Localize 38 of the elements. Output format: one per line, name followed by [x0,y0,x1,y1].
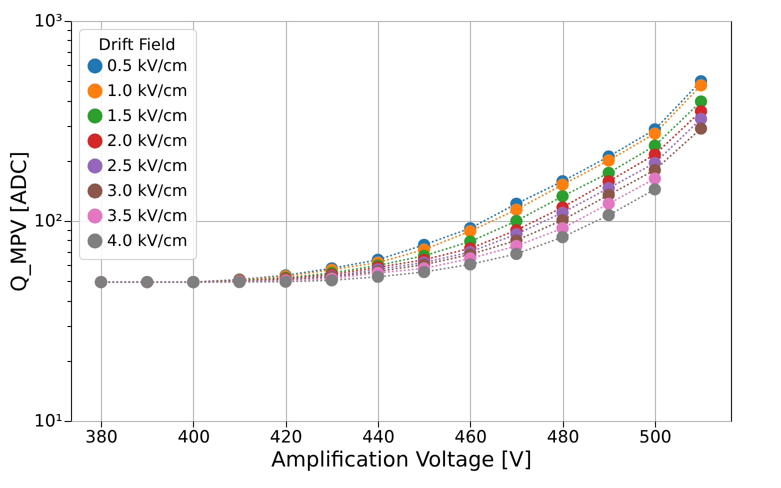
legend-label: 1.0 kV/cm [107,81,188,100]
y-tick-label: 10³ [34,12,62,32]
point [602,198,615,210]
point [418,266,430,278]
point [602,209,615,222]
legend-label: 0.5 kV/cm [107,56,188,75]
x-tick-label: 400 [178,428,210,448]
point [372,270,384,283]
x-tick-label: 460 [454,428,487,448]
y-axis-title: Q_MPV [ADC] [7,151,32,292]
point [464,258,476,270]
x-tick-label: 380 [85,428,118,448]
legend-label: 2.5 kV/cm [107,156,188,175]
legend-label: 3.0 kV/cm [107,181,188,200]
legend-label: 3.5 kV/cm [107,206,188,225]
legend-title: Drift Field [98,35,176,54]
x-tick-label: 420 [270,428,302,448]
legend-label: 1.5 kV/cm [107,106,188,125]
legend-label: 4.0 kV/cm [107,231,188,250]
x-tick-label: 440 [362,428,395,448]
point [556,190,569,202]
point [602,154,615,166]
point [648,127,661,140]
x-tick-label: 500 [639,428,672,448]
legend-label: 2.0 kV/cm [107,131,188,150]
point [464,225,476,238]
point [510,204,523,216]
x-axis-title: Amplification Voltage [V] [271,448,532,472]
point [694,122,708,135]
point [556,178,569,191]
point [648,172,661,185]
point [510,248,523,260]
x-tick-label: 480 [546,428,580,448]
point [648,183,661,196]
y-tick-label: 10² [34,212,62,232]
y-tick-label: 10¹ [34,412,62,432]
point [694,79,708,92]
point [556,231,569,244]
